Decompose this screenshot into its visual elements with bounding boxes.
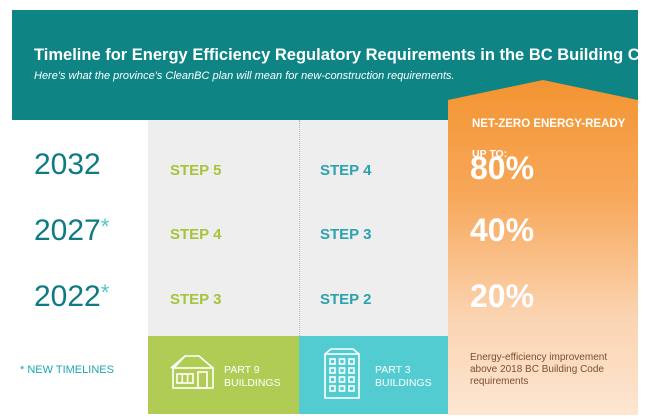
part3-step-2032: STEP 4: [320, 162, 372, 179]
net-zero-label: NET-ZERO ENERGY-READY: [472, 118, 626, 130]
percent-2022: 20%: [470, 278, 535, 314]
part3-label: PART 3 BUILDINGS: [375, 364, 432, 390]
part9-buildings-box: PART 9 BUILDINGS: [148, 336, 299, 414]
page-title: Timeline for Energy Efficiency Regulator…: [34, 46, 646, 64]
new-timeline-star: *: [100, 280, 110, 305]
apartment-building-icon: [324, 348, 360, 399]
header-banner: Timeline for Energy Efficiency Regulator…: [12, 10, 646, 120]
up-to-label: UP TO:: [472, 148, 508, 160]
part9-step-2032: STEP 5: [170, 162, 222, 179]
part3-label-line1: PART 3: [375, 364, 411, 376]
steps-background: [148, 120, 448, 336]
legend-star: *: [20, 364, 25, 376]
year-label: 2032: [34, 148, 101, 181]
part9-label-line1: PART 9: [224, 364, 260, 376]
new-timelines-legend: * NEW TIMELINES: [20, 364, 114, 376]
percent-2027: 40%: [470, 212, 535, 248]
year-label: 2027: [34, 214, 101, 247]
year-label: 2022: [34, 280, 101, 313]
part3-label-line2: BUILDINGS: [375, 377, 432, 390]
year-2022: 2022*: [34, 280, 109, 314]
part9-step-2027: STEP 4: [170, 226, 222, 243]
page-subtitle: Here's what the province's CleanBC plan …: [34, 70, 455, 82]
column-divider: [299, 120, 300, 336]
house-icon: [170, 355, 214, 389]
part3-buildings-box: PART 3 BUILDINGS: [299, 336, 448, 414]
part3-step-2022: STEP 2: [320, 291, 372, 308]
part3-step-2027: STEP 3: [320, 226, 372, 243]
net-zero-column: NET-ZERO ENERGY-READY UP TO: 80% 40% 20%…: [448, 80, 638, 415]
part9-label: PART 9 BUILDINGS: [224, 364, 281, 390]
part9-step-2022: STEP 3: [170, 291, 222, 308]
year-2027: 2027*: [34, 214, 109, 248]
year-2032: 2032: [34, 148, 101, 182]
new-timeline-star: *: [100, 214, 110, 239]
percent-2032: 80%: [470, 150, 535, 186]
improvement-note: Energy-efficiency improvement above 2018…: [470, 352, 608, 387]
legend-label: NEW TIMELINES: [27, 364, 114, 376]
part9-label-line2: BUILDINGS: [224, 377, 281, 390]
